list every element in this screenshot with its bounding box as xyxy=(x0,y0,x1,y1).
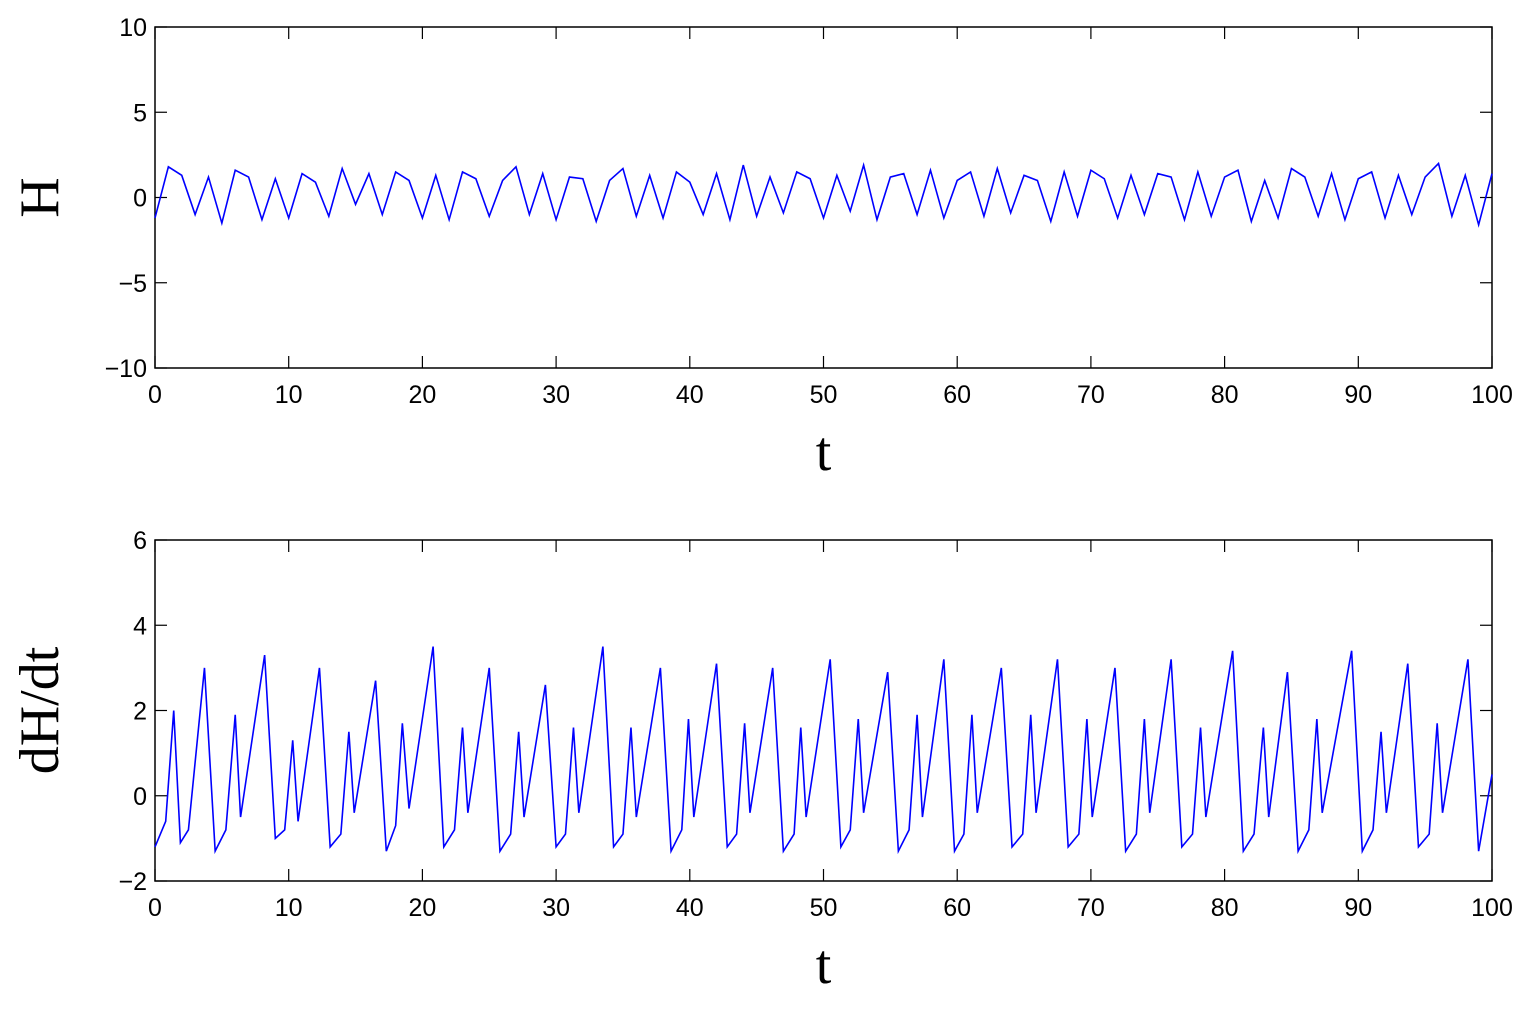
x-tick-label: 20 xyxy=(408,381,436,409)
y-tick-label: 6 xyxy=(133,527,147,555)
x-tick-label: 0 xyxy=(148,381,162,409)
x-tick-label: 10 xyxy=(275,381,303,409)
x-tick-label: 90 xyxy=(1344,894,1372,922)
axes-box xyxy=(154,26,1493,369)
x-tick-label: 50 xyxy=(810,381,838,409)
y-tick-label: 0 xyxy=(133,783,147,811)
y-tick-label: −2 xyxy=(118,868,147,896)
x-tick-label: 30 xyxy=(542,381,570,409)
x-tick-label: 60 xyxy=(943,894,971,922)
data-line xyxy=(154,646,1493,855)
x-tick-label: 80 xyxy=(1211,894,1239,922)
x-tick-label: 10 xyxy=(275,894,303,922)
x-tick-label: 40 xyxy=(676,894,704,922)
x-tick-label: 100 xyxy=(1471,894,1513,922)
x-tick-label: 70 xyxy=(1077,894,1105,922)
y-axis-label: H xyxy=(9,177,71,217)
y-tick-label: 0 xyxy=(133,185,147,213)
y-tick-label: 2 xyxy=(133,698,147,726)
x-tick-label: 90 xyxy=(1344,381,1372,409)
x-tick-label: 30 xyxy=(542,894,570,922)
x-tick-label: 60 xyxy=(943,381,971,409)
y-axis-label: dH/dt xyxy=(9,646,71,774)
y-tick-label: 10 xyxy=(119,14,147,42)
x-tick-label: 20 xyxy=(408,894,436,922)
y-tick-label: 4 xyxy=(133,612,147,640)
x-tick-label: 80 xyxy=(1211,381,1239,409)
axes-box xyxy=(154,539,1493,882)
x-tick-label: 40 xyxy=(676,381,704,409)
x-axis-label: t xyxy=(816,934,832,996)
data-line xyxy=(154,161,1493,228)
x-tick-label: 50 xyxy=(810,894,838,922)
x-tick-label: 0 xyxy=(148,894,162,922)
x-tick-label: 70 xyxy=(1077,381,1105,409)
y-tick-label: −5 xyxy=(118,270,147,298)
y-tick-label: 5 xyxy=(133,99,147,127)
x-tick-label: 100 xyxy=(1471,381,1513,409)
y-tick-label: −10 xyxy=(105,355,147,383)
x-axis-label: t xyxy=(816,421,832,483)
